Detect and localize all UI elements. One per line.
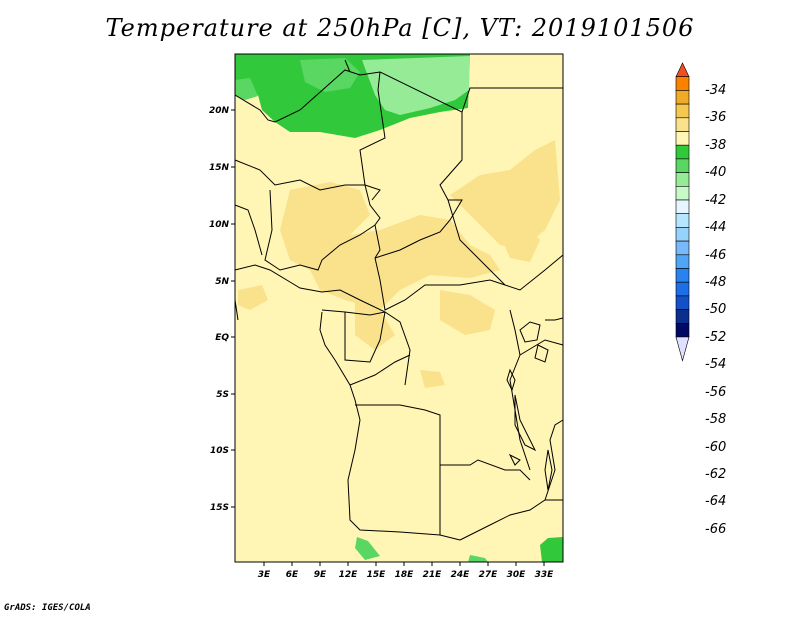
colorbar-box [675,103,690,119]
lat-label: 15S [210,503,229,513]
lon-tick-33e: 33E [535,562,555,580]
lon-tick-30e: 30E [507,562,527,580]
lon-axis: 3E 6E 9E 12E 15E 18E 21E 24E 27E 30E 33E [258,562,554,580]
colorbar-label: -36 [705,110,726,125]
colorbar-label: -52 [705,330,726,345]
lon-tick-27e: 27E [479,562,499,580]
colorbar-box [675,309,690,324]
colorbar-label: -50 [705,302,726,317]
lakes [506,321,553,491]
borders [234,59,564,541]
colorbar-box [675,131,690,146]
colorbar-label: -44 [705,220,726,235]
cold-region-south [355,537,380,560]
lon-label: 30E [507,570,527,580]
lat-tick-20n: 20N [209,106,235,116]
colorbar-labels: -34 -36 -38 -40 -42 -44 -46 -48 -50 -52 … [705,83,726,537]
cold-region-southeast [540,537,563,562]
map-panel [234,53,564,563]
colorbar-box [675,172,690,187]
cold-region-south2 [468,555,488,562]
colorbar-label: -38 [705,138,726,153]
cold-region-northwest [235,78,258,100]
cold-region-north-mid [300,58,360,92]
colorbar-box [675,322,690,338]
colorbar-box [675,90,690,105]
lon-tick-21e: 21E [423,562,443,580]
lat-label: 5S [216,390,229,400]
colorbar-label: -40 [705,165,726,180]
map-frame [234,53,564,563]
colorbar-label: -48 [705,275,726,290]
lat-label: 20N [209,106,230,116]
lon-label: 27E [479,570,499,580]
colorbar-label: -34 [705,83,726,98]
lon-tick-18e: 18E [395,562,415,580]
lat-tick-5n: 5N [215,277,235,287]
lon-tick-24e: 24E [451,562,471,580]
colorbar-box [675,281,690,297]
lon-label: 3E [258,570,271,580]
colorbar-box [675,295,690,310]
lat-axis: 20N 15N 10N 5N EQ 5S 10S 15S [209,106,235,513]
lat-tick-eq: EQ [215,333,235,343]
colorbar-label: -56 [705,385,726,400]
colorbar-box [675,227,690,242]
colorbar-box [675,158,690,173]
colorbar-label: -60 [705,440,726,455]
colorbar-boxes [675,62,690,362]
lat-tick-15s: 15S [210,503,235,513]
lon-label: 6E [286,570,299,580]
colorbar-box [675,76,690,91]
colorbar-label: -46 [705,248,726,263]
colorbar-label: -64 [705,494,726,509]
lon-tick-6e: 6E [286,562,299,580]
colorbar-box [675,144,690,160]
lon-label: 21E [423,570,443,580]
cold-region-north-inner [362,56,470,115]
colorbar-label: -58 [705,412,726,427]
lon-label: 18E [395,570,415,580]
lat-tick-10n: 10N [209,220,235,230]
lat-label: 5N [215,277,229,287]
lon-tick-3e: 3E [258,562,271,580]
lon-tick-9e: 9E [314,562,327,580]
lat-tick-5s: 5S [216,390,235,400]
colorbar-label: -42 [705,193,726,208]
colorbar-box [675,199,690,214]
colorbar-box [675,117,690,132]
credit-label: GrADS: IGES/COLA [4,603,91,613]
lon-label: 33E [535,570,555,580]
colorbar-label: -54 [705,357,726,372]
colorbar-arrow-top [675,62,690,77]
map-background [235,54,563,562]
lat-label: EQ [215,333,229,343]
colorbar-box [675,240,690,256]
colorbar: -34 -36 -38 -40 -42 -44 -46 -48 -50 -52 … [675,62,726,537]
lat-tick-15n: 15N [209,163,235,173]
colorbar-box [675,268,690,283]
warm-patches [238,140,560,388]
colorbar-arrow-bottom [675,336,690,362]
lon-tick-15e: 15E [367,562,387,580]
colorbar-box [675,186,690,201]
lon-label: 15E [367,570,387,580]
colorbar-label: -62 [705,467,726,482]
map-title: Temperature at 250hPa [C], VT: 201910150… [105,14,695,42]
lon-label: 9E [314,570,327,580]
lon-tick-12e: 12E [339,562,359,580]
colorbar-box [675,254,690,269]
colorbar-box [675,213,690,228]
lon-label: 24E [451,570,471,580]
colorbar-label: -66 [705,522,726,537]
lat-tick-10s: 10S [210,446,235,456]
lat-label: 15N [209,163,230,173]
lat-label: 10S [210,446,229,456]
lat-label: 10N [209,220,230,230]
lon-label: 12E [339,570,359,580]
